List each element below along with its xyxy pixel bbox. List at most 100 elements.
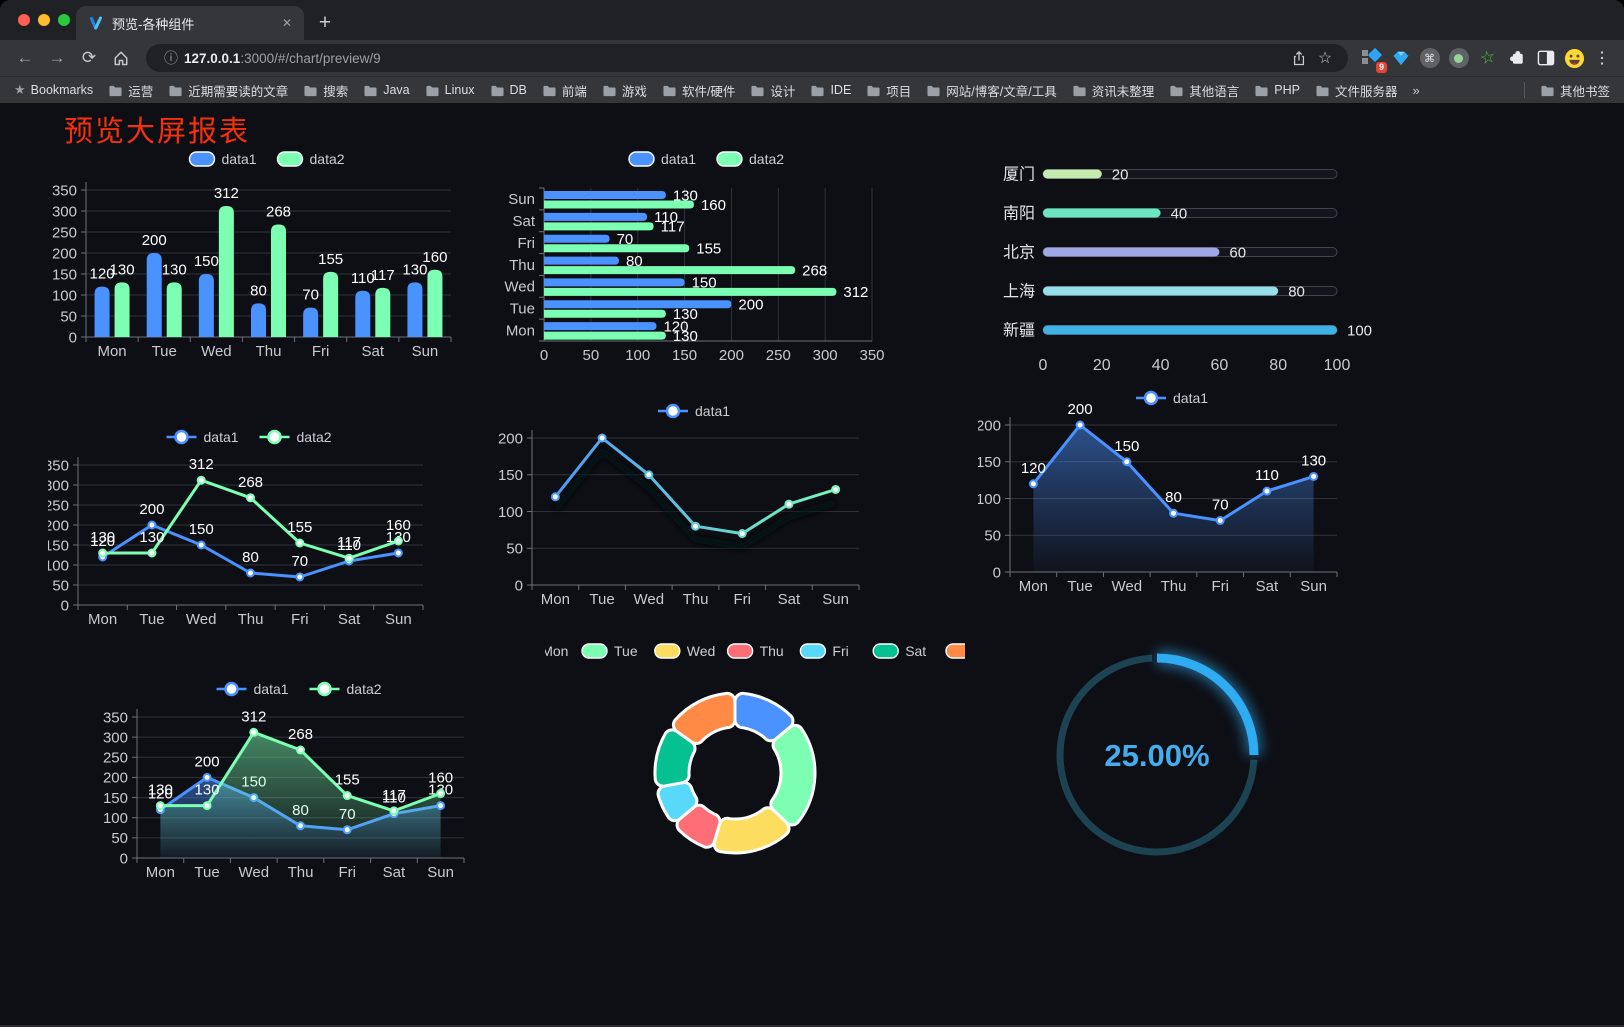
extension-command-icon[interactable]: ⌘: [1416, 45, 1443, 72]
bookmark-folder-item[interactable]: 项目: [866, 81, 911, 100]
svg-text:data1: data1: [661, 151, 696, 167]
back-icon[interactable]: ←: [16, 48, 34, 67]
svg-text:data1: data1: [204, 429, 239, 445]
folder-icon: [168, 84, 183, 97]
bookmark-folder-item[interactable]: 软件/硬件: [662, 81, 735, 100]
bookmark-folder-item[interactable]: Java: [363, 83, 410, 97]
svg-text:Sun: Sun: [1300, 578, 1327, 595]
svg-text:厦门: 厦门: [1003, 166, 1035, 184]
svg-text:data2: data2: [310, 151, 345, 167]
svg-text:200: 200: [48, 517, 69, 534]
bookmark-folder-item[interactable]: DB: [490, 83, 527, 97]
svg-text:Mon: Mon: [97, 343, 126, 360]
svg-text:120: 120: [148, 786, 173, 803]
svg-text:Wed: Wed: [687, 643, 716, 659]
svg-text:120: 120: [90, 533, 115, 550]
bookmark-folder-item[interactable]: Linux: [425, 83, 475, 97]
bookmark-folder-item[interactable]: 其他书签: [1540, 81, 1610, 100]
maximize-window-button[interactable]: [58, 14, 70, 26]
forward-icon[interactable]: →: [48, 48, 66, 67]
bookmark-folder-item[interactable]: 前端: [542, 81, 587, 100]
bookmark-folder-item[interactable]: 网站/博客/文章/工具: [926, 81, 1057, 100]
bookmark-folder-item[interactable]: 设计: [750, 81, 795, 100]
svg-text:120: 120: [90, 266, 115, 283]
folder-icon: [1072, 84, 1087, 97]
extension-gem-icon[interactable]: [1387, 45, 1414, 72]
svg-text:312: 312: [241, 708, 266, 725]
bookmark-label: 软件/硬件: [681, 84, 736, 99]
svg-text:268: 268: [238, 474, 263, 491]
svg-text:Tue: Tue: [194, 864, 219, 881]
bookmark-label: IDE: [830, 83, 852, 97]
bookmark-folder-item[interactable]: 文件服务器: [1315, 81, 1398, 100]
svg-text:130: 130: [195, 782, 220, 799]
bookmark-folder-item[interactable]: 搜索: [303, 81, 348, 100]
svg-text:80: 80: [1165, 489, 1182, 506]
bar-chart-vertical: data1 data2 0 50 100 150 200 250 300 350 Mon Tue Wed…: [48, 145, 463, 370]
svg-text:20: 20: [1112, 166, 1129, 183]
svg-text:200: 200: [103, 770, 128, 787]
bookmarks-overflow-chevron[interactable]: »: [1412, 83, 1419, 98]
bookmark-folder-item[interactable]: PHP: [1254, 83, 1300, 97]
svg-text:130: 130: [673, 187, 698, 204]
svg-text:100: 100: [1324, 357, 1351, 374]
svg-text:Fri: Fri: [291, 611, 309, 628]
svg-text:Tue: Tue: [510, 300, 535, 317]
svg-text:50: 50: [583, 347, 600, 364]
svg-text:data1: data1: [1173, 390, 1208, 406]
bookmark-folder-item[interactable]: IDE: [810, 83, 851, 97]
svg-text:Thu: Thu: [288, 864, 314, 881]
share-icon[interactable]: [1286, 45, 1312, 71]
bookmark-item-bookmarks[interactable]: ★ Bookmarks: [14, 82, 93, 98]
svg-text:300: 300: [48, 477, 69, 494]
tab-close-icon[interactable]: ✕: [281, 16, 293, 30]
reload-icon[interactable]: ⟳: [81, 48, 97, 67]
svg-text:50: 50: [506, 541, 523, 558]
bookmark-star-icon[interactable]: ☆: [1317, 50, 1333, 67]
svg-text:100: 100: [103, 810, 128, 827]
svg-text:130: 130: [673, 328, 698, 345]
svg-text:150: 150: [48, 537, 69, 554]
svg-text:350: 350: [52, 182, 77, 199]
svg-text:Sat: Sat: [905, 643, 926, 659]
bookmark-folder-item[interactable]: 其他语言: [1169, 81, 1239, 100]
svg-text:200: 200: [52, 245, 77, 262]
svg-text:130: 130: [90, 529, 115, 546]
svg-text:100: 100: [625, 347, 650, 364]
svg-text:200: 200: [719, 347, 744, 364]
site-info-icon[interactable]: ⓘ: [164, 50, 178, 66]
side-panel-icon[interactable]: [1532, 45, 1559, 72]
minimize-window-button[interactable]: [38, 14, 50, 26]
address-bar[interactable]: ⓘ 127.0.0.1:3000/#/chart/preview/9 ☆: [146, 44, 1348, 72]
bookmark-label: 运营: [128, 84, 154, 99]
home-icon[interactable]: [106, 43, 136, 73]
new-tab-button[interactable]: +: [318, 11, 332, 34]
svg-text:100: 100: [978, 491, 1001, 508]
extension-badge: 9: [1375, 61, 1387, 73]
extensions-puzzle-icon[interactable]: [1503, 45, 1530, 72]
svg-text:Sat: Sat: [1256, 578, 1279, 595]
bookmark-folder-item[interactable]: 资讯未整理: [1072, 81, 1154, 100]
extension-green-star-icon[interactable]: ☆: [1477, 46, 1497, 69]
svg-text:110: 110: [382, 790, 406, 807]
svg-text:Sun: Sun: [508, 191, 535, 208]
svg-text:0: 0: [61, 597, 69, 614]
profile-emoji-icon[interactable]: [1561, 45, 1588, 72]
svg-text:200: 200: [738, 297, 763, 314]
browser-menu-icon[interactable]: ⋮: [1594, 50, 1610, 67]
extension-recorder-icon[interactable]: [1445, 45, 1472, 72]
bookmark-folder-item[interactable]: 运营: [108, 81, 153, 100]
bookmark-folder-item[interactable]: 游戏: [602, 81, 647, 100]
svg-text:0: 0: [993, 564, 1001, 581]
svg-text:Wed: Wed: [201, 343, 232, 360]
svg-text:268: 268: [266, 203, 291, 220]
svg-text:100: 100: [52, 287, 77, 304]
svg-text:0: 0: [1039, 357, 1048, 374]
close-window-button[interactable]: [18, 14, 30, 26]
browser-tab[interactable]: 预览-各种组件 ✕: [76, 6, 304, 40]
bookmark-label: 文件服务器: [1334, 84, 1398, 99]
extension-tampermonkey-icon[interactable]: 9: [1358, 45, 1387, 73]
bookmark-label: Bookmarks: [30, 83, 94, 97]
bookmark-folder-item[interactable]: 近期需要读的文章: [168, 81, 288, 100]
